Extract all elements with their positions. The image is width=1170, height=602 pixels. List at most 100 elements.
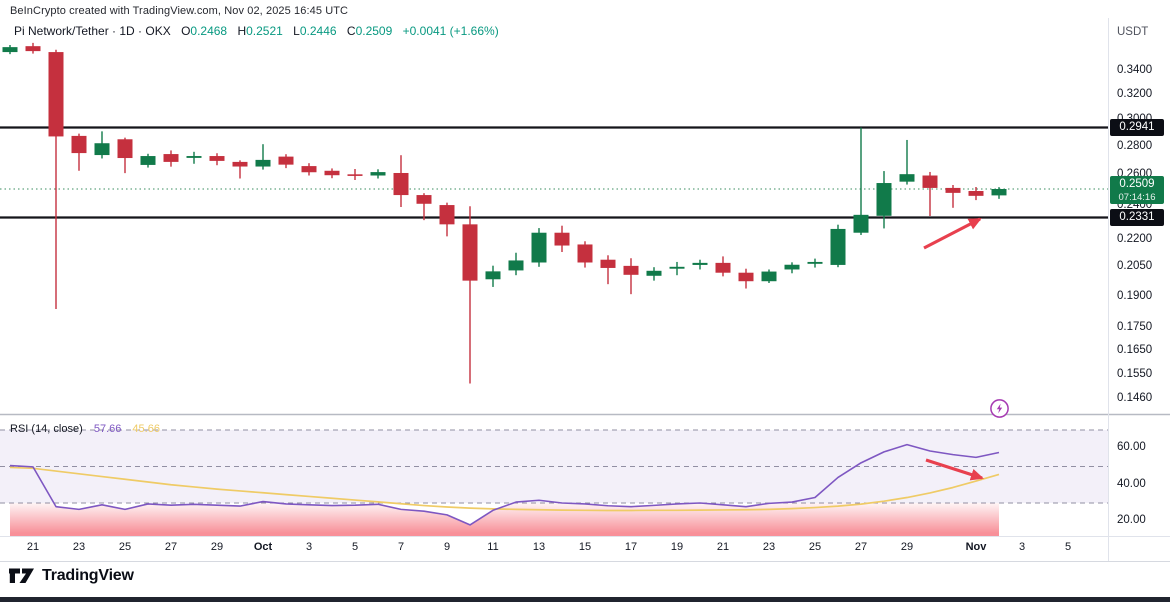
tradingview-logo[interactable]: TradingView xyxy=(8,566,134,586)
time-axis-label: Nov xyxy=(965,541,987,553)
rsi-params: (14, close) xyxy=(31,423,83,435)
candles xyxy=(2,42,1007,384)
candle-body xyxy=(324,170,340,176)
last-price-badge: 0.2509 07:14:16 xyxy=(1110,176,1164,204)
time-axis-label: 21 xyxy=(716,541,730,553)
candle-body xyxy=(347,174,363,176)
price-axis-label: 0.2050 xyxy=(1117,260,1153,273)
candle-body xyxy=(94,143,110,156)
candle-body xyxy=(531,232,547,263)
flash-icon[interactable] xyxy=(989,398,1010,419)
candle-body xyxy=(715,262,731,273)
candle-body xyxy=(140,156,156,165)
support-price-badge: 0.2331 xyxy=(1110,208,1164,226)
last-price-value: 0.2509 xyxy=(1119,178,1155,190)
high-label: H xyxy=(237,24,247,38)
time-axis-label: 3 xyxy=(305,541,313,553)
candle-body xyxy=(761,271,777,282)
candle-body xyxy=(968,191,984,196)
candle-body xyxy=(922,175,938,188)
open-value: 0.2468 xyxy=(190,24,228,38)
currency-label: USDT xyxy=(1117,26,1149,38)
open-label: O xyxy=(181,24,191,38)
price-axis-label: 0.2200 xyxy=(1117,232,1153,245)
symbol-header[interactable]: Pi Network/Tether · 1D · OKX O0.2468 H0.… xyxy=(14,24,499,38)
candle-body xyxy=(738,272,754,282)
candle-body xyxy=(807,261,823,264)
time-axis-label: 25 xyxy=(808,541,822,553)
candle-body xyxy=(853,214,869,233)
rsi-axis-label: 20.00 xyxy=(1117,514,1146,527)
candle-body xyxy=(669,266,685,269)
price-axis-label: 0.1900 xyxy=(1117,289,1153,302)
candle-body xyxy=(577,244,593,263)
price-axis-label: 0.3200 xyxy=(1117,87,1153,100)
low-value: 0.2446 xyxy=(299,24,337,38)
rsi-axis-label: 40.00 xyxy=(1117,477,1146,490)
price-axis-label: 0.1750 xyxy=(1117,321,1153,334)
time-axis-label: 5 xyxy=(351,541,359,553)
candle-body xyxy=(186,156,202,158)
time-axis-label: 19 xyxy=(670,541,684,553)
candle-body xyxy=(117,139,133,159)
high-value: 0.2521 xyxy=(246,24,283,38)
bar-countdown: 07:14:16 xyxy=(1118,192,1156,203)
candle-body xyxy=(876,183,892,216)
candle-body xyxy=(163,154,179,162)
candle-body xyxy=(945,187,961,193)
change-value: +0.0041 (+1.66%) xyxy=(402,24,499,38)
candle-body xyxy=(439,205,455,225)
rsi-legend[interactable]: RSI (14, close) 57.66 45.66 xyxy=(10,423,160,435)
candle-body xyxy=(48,52,64,137)
close-value: 0.2509 xyxy=(355,24,393,38)
candle-body xyxy=(232,161,248,167)
rsi-oversold-fill xyxy=(10,503,999,536)
candle-body xyxy=(784,264,800,270)
time-axis-label: 27 xyxy=(164,541,178,553)
candle-body xyxy=(485,271,501,280)
bottom-page-strip xyxy=(0,597,1170,602)
candle-body xyxy=(623,265,639,275)
candle-body xyxy=(370,172,386,176)
price-arrow[interactable] xyxy=(923,217,982,250)
time-axis-label: 29 xyxy=(900,541,914,553)
close-label: C xyxy=(346,24,356,38)
rsi-arrow[interactable] xyxy=(925,458,984,481)
low-label: L xyxy=(293,24,300,38)
price-axis-label: 0.1550 xyxy=(1117,368,1153,381)
rsi-ma-line xyxy=(9,466,1000,512)
price-axis-label: 0.1460 xyxy=(1117,391,1153,404)
time-axis-label: 25 xyxy=(118,541,132,553)
candle-body xyxy=(692,262,708,265)
rsi-axis-label: 60.00 xyxy=(1117,441,1146,454)
time-axis-label: 15 xyxy=(578,541,592,553)
symbol-title: Pi Network/Tether · 1D · OKX xyxy=(14,24,171,38)
candle-body xyxy=(830,228,846,265)
time-axis-label: 13 xyxy=(532,541,546,553)
candle-body xyxy=(554,232,570,246)
flash-circle-icon xyxy=(990,399,1009,418)
candle-body xyxy=(462,224,478,281)
time-axis-label: 23 xyxy=(762,541,776,553)
time-axis-label: 21 xyxy=(26,541,40,553)
candle-body xyxy=(71,135,87,154)
price-axis-label: 0.3400 xyxy=(1117,64,1153,77)
candle-body xyxy=(508,260,524,271)
rsi-value: 57.66 xyxy=(93,423,122,435)
chart-canvas[interactable] xyxy=(0,0,1170,565)
candle-body xyxy=(600,259,616,268)
candle-body xyxy=(2,47,18,53)
attribution-text: BeInCrypto created with TradingView.com,… xyxy=(10,5,349,17)
time-axis-label: 9 xyxy=(443,541,451,553)
candle-body xyxy=(301,166,317,173)
candle-body xyxy=(393,172,409,196)
time-axis-label: 7 xyxy=(397,541,405,553)
tradingview-logo-mark xyxy=(9,568,34,583)
time-axis-label: 17 xyxy=(624,541,638,553)
rsi-line xyxy=(9,443,1000,526)
candle-body xyxy=(278,156,294,165)
rsi-ma-value: 45.66 xyxy=(132,423,160,435)
candle-body xyxy=(25,46,41,52)
candle-body xyxy=(991,189,1007,196)
